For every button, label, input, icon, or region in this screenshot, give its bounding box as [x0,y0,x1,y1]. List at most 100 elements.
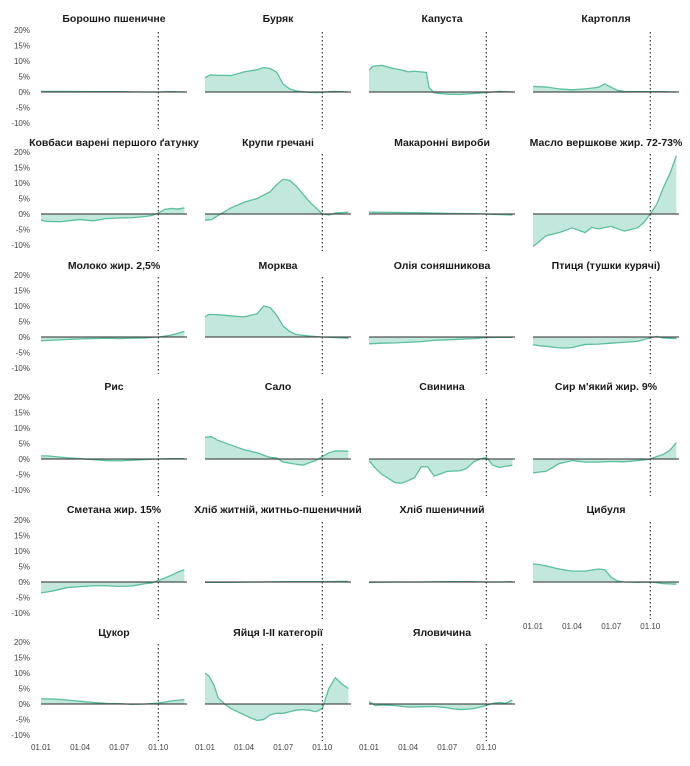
series-line [40,568,185,594]
panel: Яловичина [368,627,515,741]
y-tick-label: -10% [11,731,30,740]
series-area [41,698,185,705]
panel-title: Цибуля [587,504,626,516]
y-tick-label: 20% [14,638,30,647]
y-tick-label: 10% [14,302,30,311]
x-tick-label: 01.01 [523,622,544,631]
y-tick-label: 0% [18,88,30,97]
y-tick-label: -10% [11,609,30,618]
y-tick-label: 0% [18,455,30,464]
series-line [204,672,349,722]
y-tick-label: 15% [14,409,30,418]
panel-title: Макаронні вироби [394,137,490,149]
panel-title: Молоко жир. 2,5% [68,260,161,272]
x-tick-label: 01.10 [148,743,169,752]
x-tick-label: 01.01 [31,743,52,752]
panel: Капуста [368,13,515,129]
panel: Макаронні вироби [368,137,515,251]
panel: Хліб житній, житньо-пшеничний [194,504,362,619]
panel-title: Буряк [263,13,295,25]
y-tick-label: -5% [16,471,30,480]
series-area [205,673,349,721]
y-tick-label: 10% [14,424,30,433]
series-area [533,155,677,247]
panel-title: Сало [265,381,292,393]
panel-title: Масло вершкове жир. 72-73% [530,137,683,149]
x-tick-label: 01.04 [398,743,419,752]
y-tick-label: 5% [18,73,30,82]
x-tick-label: 01.10 [640,622,661,631]
y-tick-label: 15% [14,654,30,663]
panel: Птиця (тушки курячі) [532,260,679,374]
y-tick-label: -10% [11,241,30,250]
series-area [533,564,677,585]
series-area [369,457,513,484]
panel: Свинина [368,381,515,496]
panel: Ковбаси варені першого ґатунку [29,137,199,251]
series-area [533,336,677,349]
x-tick-label: 01.10 [476,743,497,752]
y-tick-label: -5% [16,594,30,603]
panel-title: Птиця (тушки курячі) [552,260,661,272]
series-line [368,456,513,484]
y-tick-label: -5% [16,226,30,235]
panel: Молоко жир. 2,5% [40,260,187,374]
panel: Цукор [40,627,187,741]
y-tick-label: 20% [14,393,30,402]
panel-title: Свинина [419,381,465,393]
panel: Морква [204,260,351,374]
y-tick-label: 0% [18,578,30,587]
panel-title: Морква [259,260,298,272]
y-tick-label: 5% [18,195,30,204]
series-line [532,155,678,248]
y-tick-label: 10% [14,669,30,678]
series-area [369,699,513,710]
x-tick-label: 01.04 [70,743,91,752]
series-area [205,179,349,221]
y-tick-label: 20% [14,26,30,35]
panel-title: Сметана жир. 15% [67,504,162,516]
y-tick-label: 15% [14,164,30,173]
x-tick-label: 01.01 [195,743,216,752]
panel-title: Олія соняшникова [394,260,491,272]
panel: Яйця I-II категорії [204,627,351,741]
series-line [40,207,185,223]
series-area [205,67,349,93]
panel-title: Борошно пшеничне [62,13,165,25]
y-tick-label: 20% [14,271,30,280]
panel: Буряк [204,13,351,129]
y-tick-label: 15% [14,42,30,51]
panel-title: Хліб пшеничний [399,504,484,516]
y-tick-label: 10% [14,57,30,66]
panel: Крупи гречані [204,137,351,251]
y-tick-label: 5% [18,440,30,449]
y-tick-label: 15% [14,532,30,541]
y-tick-label: 20% [14,148,30,157]
panel-title: Картопля [581,13,630,25]
y-tick-label: -10% [11,364,30,373]
y-tick-label: -5% [16,349,30,358]
panel: Сало [204,381,351,496]
panel: Борошно пшеничне [41,13,187,129]
x-tick-label: 01.07 [273,743,294,752]
y-tick-label: 0% [18,700,30,709]
series-area [205,306,349,339]
y-tick-label: 10% [14,179,30,188]
y-tick-label: 5% [18,685,30,694]
series-line [368,64,513,96]
panel-title: Цукор [98,627,129,639]
panel-title: Хліб житній, житньо-пшеничний [194,504,361,516]
panel: Сметана жир. 15% [40,504,187,619]
y-tick-label: 10% [14,547,30,556]
series-line [204,436,349,466]
panel-title: Яйця I-II категорії [233,627,324,639]
x-tick-label: 01.07 [437,743,458,752]
series-area [41,207,185,222]
y-tick-label: -5% [16,716,30,725]
panel: Олія соняшникова [368,260,515,374]
series-line [368,699,513,711]
series-area [41,569,185,593]
panel: Цибуля [532,504,679,619]
